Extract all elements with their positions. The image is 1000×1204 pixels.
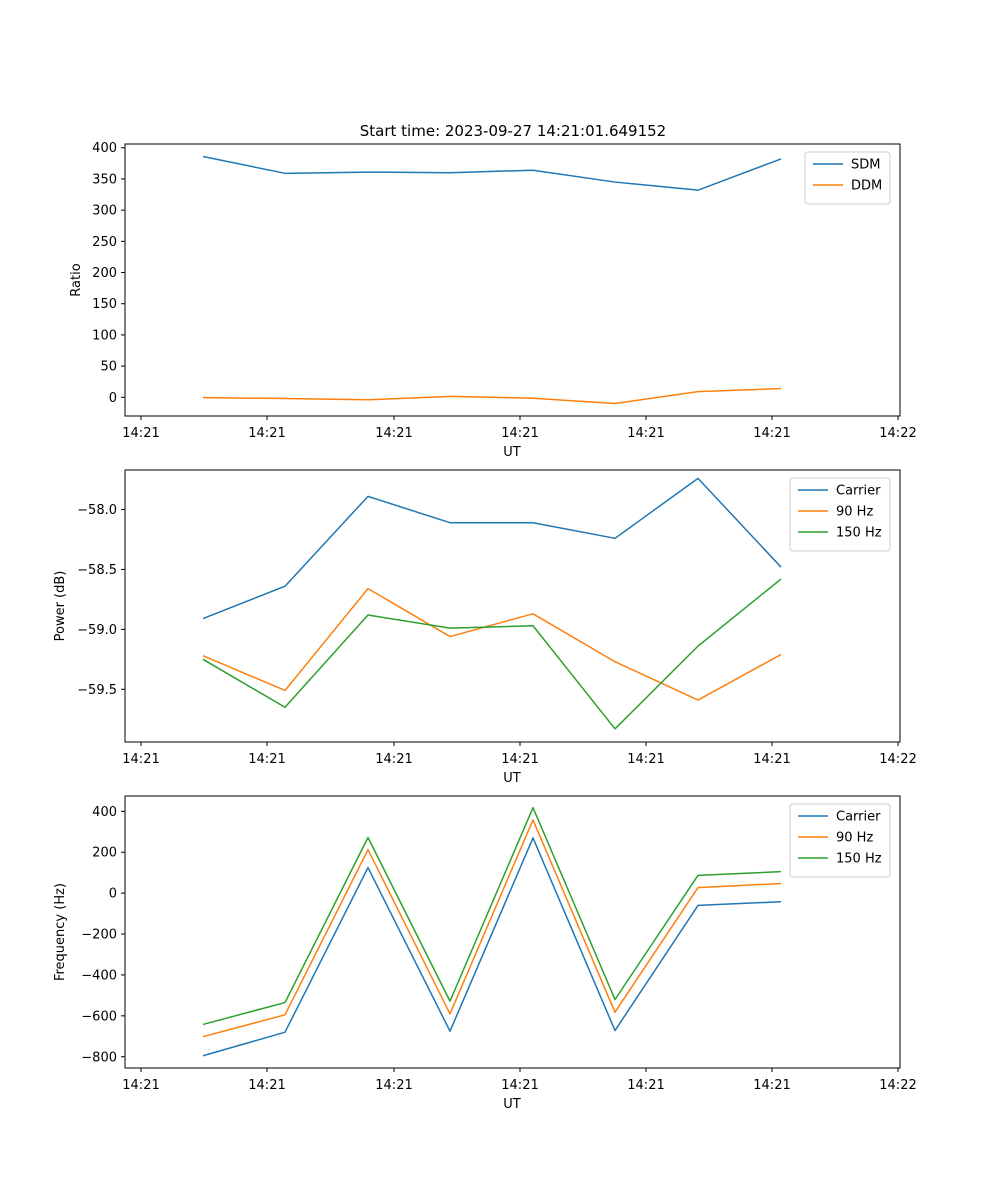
x-tick-label: 14:21	[248, 1078, 285, 1093]
plot-frame	[124, 143, 901, 417]
series-line-150-hz	[202, 806, 782, 1026]
y-tick-label: −200	[81, 928, 117, 943]
x-tick-label: 14:22	[879, 752, 916, 767]
x-tick-label: 14:22	[879, 426, 916, 441]
x-tick-label: 14:21	[122, 752, 159, 767]
series-line-90-hz	[202, 587, 782, 701]
series-line-sdm	[202, 155, 782, 191]
x-tick-label: 14:21	[375, 752, 412, 767]
x-tick-label: 14:21	[122, 426, 159, 441]
x-axis-label: UT	[503, 1097, 521, 1112]
x-tick-label: 14:21	[501, 426, 538, 441]
y-tick-label: 250	[92, 235, 117, 250]
legend-label: 150 Hz	[836, 852, 882, 867]
x-tick-label: 14:21	[627, 426, 664, 441]
series-line-carrier	[202, 837, 782, 1057]
x-tick-label: 14:21	[375, 426, 412, 441]
figure-title: Start time: 2023-09-27 14:21:01.649152	[360, 122, 666, 140]
y-tick-label: 400	[92, 141, 117, 156]
x-tick-label: 14:21	[248, 752, 285, 767]
series-line-150-hz	[202, 578, 782, 730]
x-tick-label: 14:21	[627, 752, 664, 767]
y-tick-label: −59.0	[77, 623, 117, 638]
legend-label: 90 Hz	[836, 505, 873, 520]
chart-panel-2: 14:21 14:21 14:21 14:21 14:21 14:21 14:22 −58.0…	[53, 469, 917, 786]
y-tick-label: −58.0	[77, 503, 117, 518]
legend-label: Carrier	[836, 484, 881, 499]
x-tick-label: 14:21	[753, 752, 790, 767]
legend-box	[804, 151, 891, 205]
y-tick-label: 300	[92, 204, 117, 219]
legend-label: SDM	[851, 158, 880, 173]
y-tick-label: 150	[92, 297, 117, 312]
y-tick-label: 400	[92, 805, 117, 820]
y-axis-label: Frequency (Hz)	[53, 883, 68, 981]
plot-frame	[124, 469, 901, 743]
legend-label: DDM	[851, 179, 882, 194]
y-axis-label: Ratio	[69, 263, 84, 296]
y-tick-label: 200	[92, 846, 117, 861]
legend-label: 150 Hz	[836, 526, 882, 541]
x-tick-label: 14:21	[753, 1078, 790, 1093]
y-tick-label: −58.5	[77, 563, 117, 578]
y-axis-label: Power (dB)	[53, 571, 68, 642]
x-axis-label: UT	[503, 445, 521, 460]
x-tick-label: 14:21	[375, 1078, 412, 1093]
x-tick-label: 14:21	[753, 426, 790, 441]
plot-frame	[124, 795, 901, 1069]
y-tick-label: −59.5	[77, 683, 117, 698]
y-tick-label: 0	[109, 887, 117, 902]
x-axis-label: UT	[503, 771, 521, 786]
chart-panel-1: 14:21 14:21 14:21 14:21 14:21 14:21 14:22 0 50 10…	[69, 141, 917, 460]
x-tick-label: 14:21	[248, 426, 285, 441]
y-tick-label: 200	[92, 266, 117, 281]
x-tick-label: 14:21	[501, 1078, 538, 1093]
y-tick-label: 100	[92, 328, 117, 343]
x-tick-label: 14:21	[122, 1078, 159, 1093]
y-tick-label: 50	[100, 360, 117, 375]
series-line-ddm	[202, 387, 782, 405]
series-line-90-hz	[202, 819, 782, 1038]
y-tick-label: 350	[92, 172, 117, 187]
x-tick-label: 14:22	[879, 1078, 916, 1093]
chart-panel-3: 14:21 14:21 14:21 14:21 14:21 14:21 14:22 400 20…	[53, 795, 917, 1112]
y-tick-label: −400	[81, 968, 117, 983]
x-tick-label: 14:21	[627, 1078, 664, 1093]
y-tick-label: −800	[81, 1050, 117, 1065]
x-tick-label: 14:21	[501, 752, 538, 767]
legend-label: 90 Hz	[836, 831, 873, 846]
y-tick-label: −600	[81, 1009, 117, 1024]
y-tick-label: 0	[109, 391, 117, 406]
series-line-carrier	[202, 477, 782, 620]
legend-label: Carrier	[836, 810, 881, 825]
